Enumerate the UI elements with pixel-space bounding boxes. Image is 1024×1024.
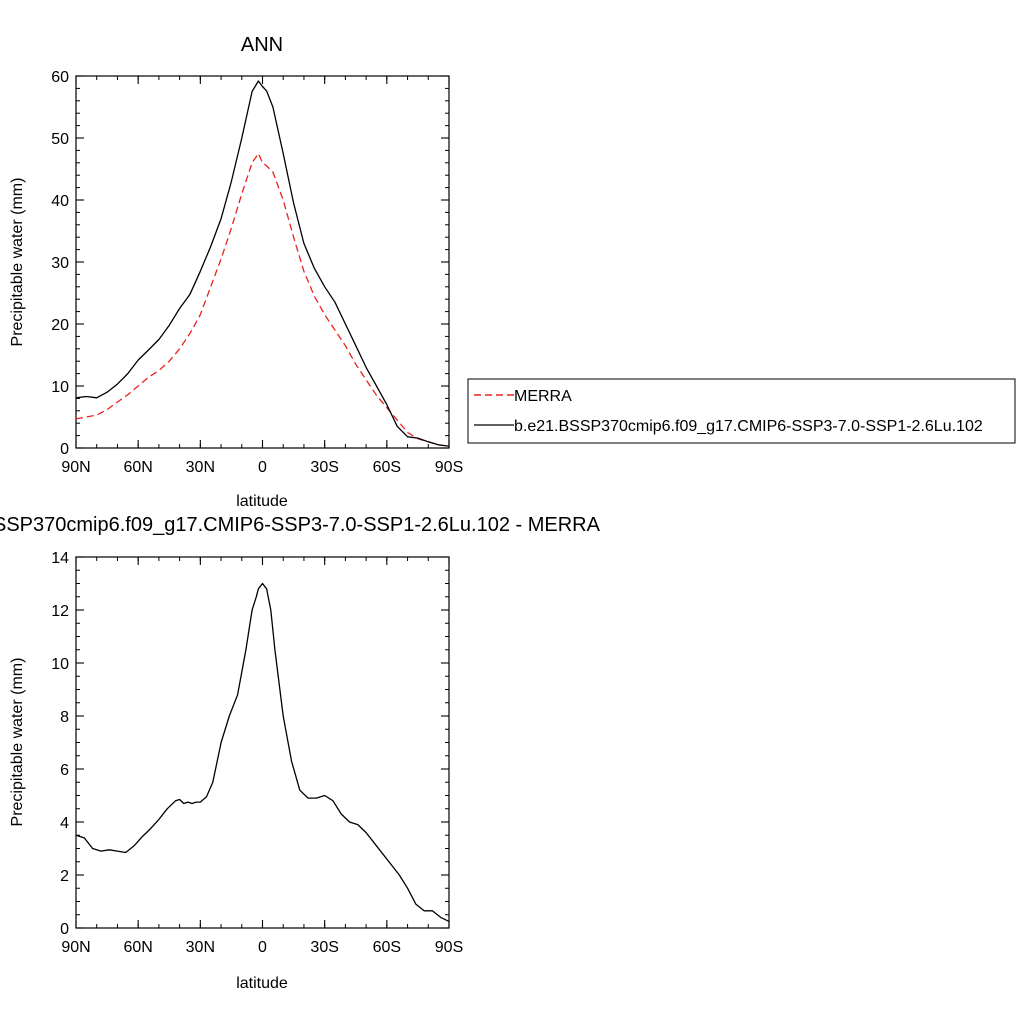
y-tick-label: 14	[51, 550, 69, 567]
x-axis-label: latitude	[236, 493, 288, 510]
chart-panel-difference: b.e21.BSSP370cmip6.f09_g17.CMIP6-SSP3-7.…	[0, 514, 601, 992]
legend-box	[467, 378, 1016, 444]
y-tick-label: 40	[51, 193, 69, 210]
legend-entry-merra: MERRA	[514, 388, 572, 405]
plot-area: 0 10 20 30 40 50 60 90N 60N 30N 0 30S 60S 90S	[51, 69, 463, 476]
y-tick-label: 8	[60, 709, 69, 726]
y-tick-label: 50	[51, 131, 69, 148]
plot-frame	[75, 556, 450, 929]
x-tick-label: 60N	[123, 939, 152, 956]
y-tick-label: 10	[51, 656, 69, 673]
series-line-difference	[75, 582, 450, 922]
y-tick-label: 0	[60, 441, 69, 458]
x-tick-label: 0	[258, 459, 267, 476]
x-tick-label: 90N	[61, 459, 90, 476]
y-tick-label: 0	[60, 921, 69, 938]
x-tick-label: 90S	[435, 459, 463, 476]
chart-title: ANN	[241, 34, 283, 56]
y-axis-label: Precipitable water (mm)	[9, 658, 26, 827]
plot-area: 0 2 4 6 8 10 12 14 90N 60N 30N 0 30S 60S 90S	[51, 550, 463, 956]
x-tick-label: 60S	[373, 939, 401, 956]
y-tick-label: 60	[51, 69, 69, 86]
legend-entry-model: b.e21.BSSP370cmip6.f09_g17.CMIP6-SSP3-7.…	[514, 418, 983, 435]
x-tick-label: 30N	[186, 939, 215, 956]
x-tick-label: 0	[258, 939, 267, 956]
x-tick-label: 60S	[373, 459, 401, 476]
y-tick-label: 20	[51, 317, 69, 334]
y-tick-label: 30	[51, 255, 69, 272]
series-line-merra	[75, 152, 450, 447]
x-tick-label: 60N	[123, 459, 152, 476]
x-tick-label: 30N	[186, 459, 215, 476]
y-tick-label: 6	[60, 762, 69, 779]
plot-frame	[75, 75, 450, 449]
x-tick-label: 30S	[310, 939, 338, 956]
x-tick-label: 30S	[310, 459, 338, 476]
chart-panel-annual: ANN Precipitable water (mm) latitude 0 10…	[9, 34, 463, 510]
y-tick-label: 2	[60, 868, 69, 885]
y-axis-label: Precipitable water (mm)	[9, 178, 26, 347]
legend: MERRA b.e21.BSSP370cmip6.f09_g17.CMIP6-S…	[467, 378, 1016, 444]
y-tick-label: 12	[51, 603, 69, 620]
x-tick-label: 90S	[435, 939, 463, 956]
x-axis-label: latitude	[236, 975, 288, 992]
x-tick-label: 90N	[61, 939, 90, 956]
chart-title: b.e21.BSSP370cmip6.f09_g17.CMIP6-SSP3-7.…	[0, 514, 601, 536]
y-tick-label: 4	[60, 815, 69, 832]
series-line-model	[75, 80, 450, 447]
y-tick-label: 10	[51, 379, 69, 396]
